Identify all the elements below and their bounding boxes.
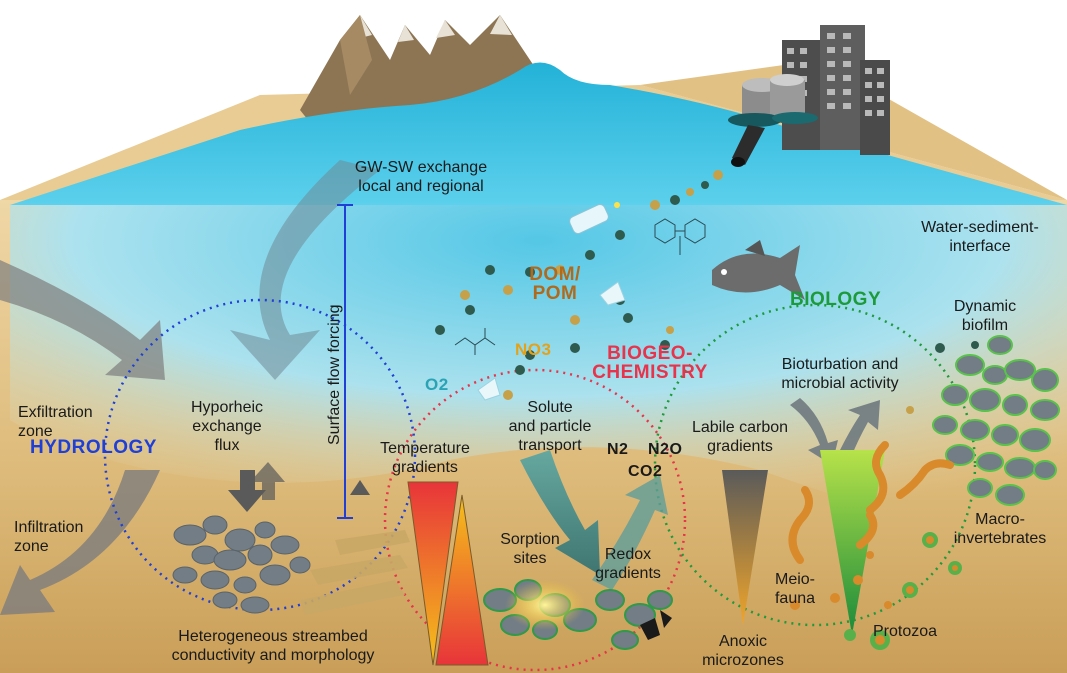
gw-sw-exchange-arrow (230, 160, 380, 380)
biology-label: BIOLOGY (790, 289, 882, 310)
biology-gradient (820, 450, 885, 635)
exfiltration-arrow (0, 260, 165, 380)
solute-transport-arrow (520, 450, 668, 590)
no3-label: NO3 (515, 340, 552, 359)
macroinvertebrates-label: Macro- invertebrates (953, 511, 1047, 547)
plankton-icon (477, 281, 626, 401)
biology-circle (653, 303, 977, 627)
surface-flow-bar (337, 204, 353, 519)
meiofauna-dots (790, 551, 892, 610)
plastic-bottle-icon (569, 202, 620, 235)
fish-icon (712, 240, 805, 300)
biogeochemistry-circle (383, 368, 687, 672)
sorption-glow (505, 580, 585, 630)
co2-label: CO2 (628, 463, 663, 480)
solute-transport-label: Solute and particle transport (508, 399, 592, 454)
meiofauna-label: Meio- fauna (774, 571, 816, 607)
anoxic-microzones-label: Anoxic microzones (702, 633, 784, 669)
gw-sw-exchange-label: GW-SW exchange local and regional (354, 159, 488, 195)
labile-carbon-gradient (722, 470, 768, 625)
molecule-icon (654, 218, 706, 255)
worm-icon (788, 441, 954, 564)
sorption-sites-label: Sorption sites (500, 531, 560, 567)
exfiltration-zone-label: Exfiltration zone (18, 404, 93, 440)
hydrology-circle (103, 298, 417, 612)
biofilm-icon (932, 335, 1060, 506)
anoxic-microzone (640, 610, 672, 640)
n2-label: N2 (607, 441, 629, 458)
hyporheic-arrows (228, 462, 370, 512)
molecule-icon-2 (454, 328, 496, 355)
wastewater-pipe-icon (728, 74, 818, 167)
sand-layers (300, 530, 410, 615)
bioturbation-arrows (790, 398, 880, 465)
infiltration-arrow (0, 470, 160, 615)
protozoa-icon (844, 532, 962, 650)
surface-flow-forcing-label: Surface flow forcing (326, 304, 343, 445)
labile-carbon-label: Labile carbon gradients (691, 419, 789, 455)
water-sediment-interface-label: Water-sediment- interface (921, 219, 1039, 255)
biogeochemistry-label: BIOGEO- CHEMISTRY (592, 343, 708, 383)
n2o-label: N2O (648, 441, 683, 458)
hyporheic-flux-label: Hyporheic exchange flux (190, 399, 264, 454)
o2-label: O2 (425, 375, 449, 394)
dynamic-biofilm-label: Dynamic biofilm (953, 298, 1017, 334)
temperature-gradient (407, 481, 489, 666)
protozoa-label: Protozoa (873, 623, 938, 640)
temperature-gradients-label: Temperature gradients (380, 440, 470, 476)
heterogeneous-streambed-label: Heterogeneous streambed conductivity and… (171, 628, 375, 664)
dom-pom-label: DOM/ POM (529, 264, 581, 304)
gravel-left (172, 515, 311, 614)
hydrology-label: HYDROLOGY (30, 437, 157, 458)
infiltration-zone-label: Infiltration zone (14, 519, 84, 555)
city-icon (782, 25, 890, 155)
bioturbation-label: Bioturbation and microbial activity (781, 356, 899, 392)
redox-gradients-label: Redox gradients (595, 546, 661, 582)
